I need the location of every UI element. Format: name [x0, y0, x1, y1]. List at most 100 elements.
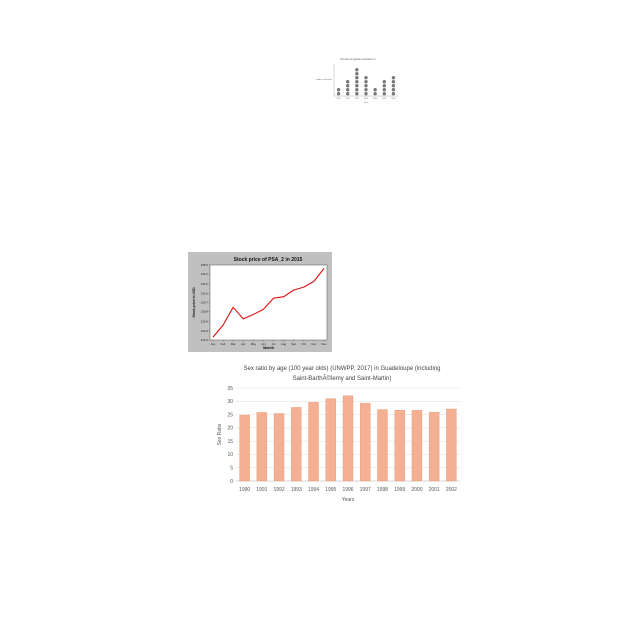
- bar-chart-y-tick-label: 10: [227, 452, 233, 458]
- line-chart-y-tick-label: 230.7: [201, 301, 208, 305]
- bar-chart-x-tick-label: 1992: [274, 487, 285, 493]
- line-chart-y-tick-label: 228.8: [201, 310, 208, 314]
- bar-chart-x-tick-label: 2002: [446, 487, 457, 493]
- line-chart-x-label: Month: [263, 346, 274, 350]
- bar-chart-x-tick-label: 1991: [256, 487, 267, 493]
- bar-chart-bar: [342, 395, 354, 482]
- dot-plot-dot: [355, 68, 359, 72]
- dot-plot-dot: [373, 92, 377, 96]
- line-chart-y-tick-label: 238.5: [201, 263, 208, 267]
- dot-plot-dot: [355, 76, 359, 80]
- line-chart-x-tick-label: Apr: [241, 342, 245, 346]
- dot-plot-dot: [336, 92, 341, 96]
- dot-plot-dot: [391, 84, 396, 88]
- dot-plot-dot: [391, 92, 396, 96]
- bar-chart-x-label: Years: [342, 497, 355, 503]
- dot-plot-dot: [391, 80, 396, 84]
- bar-chart-x-tick-label: 1993: [291, 487, 302, 493]
- line-chart-x-tick-label: Aug: [281, 342, 286, 346]
- bar-chart-title-line1: Sex ratio by age (100 year olds) (UNWPP,…: [244, 366, 441, 372]
- sex-ratio-bar-svg: Sex ratio by age (100 year olds) (UNWPP,…: [212, 362, 468, 510]
- dot-plot-x-tick-label: 2010: [336, 98, 341, 100]
- line-chart-x-tick-label: Jun: [261, 342, 266, 346]
- dot-plot-dot: [346, 80, 350, 84]
- line-chart-x-tick-label: Sep: [291, 342, 296, 346]
- dot-plot-dot: [355, 92, 359, 96]
- dot-plot-dot: [355, 84, 359, 88]
- bar-chart-y-tick-label: 25: [227, 412, 233, 418]
- bar-chart-x-tick-label: 1990: [239, 487, 250, 493]
- bar-chart-x-tick-label: 2001: [429, 487, 440, 493]
- dot-plot-dot: [336, 88, 341, 92]
- dot-plot-dot: [346, 84, 350, 88]
- line-chart-x-tick-label: Jan: [211, 342, 216, 346]
- line-chart-title: Stock price of PSA_2 in 2015: [234, 257, 303, 263]
- bar-chart-y-tick-label: 0: [230, 479, 233, 485]
- sex-ratio-bar-chart: Sex ratio by age (100 year olds) (UNWPP,…: [212, 362, 468, 510]
- bar-chart-bar: [308, 402, 319, 482]
- line-chart-plot-area: [209, 264, 328, 341]
- bar-chart-bar: [291, 407, 302, 482]
- bar-chart-bar: [239, 414, 250, 482]
- bar-chart-bar: [360, 402, 371, 482]
- line-chart-x-tick-label: Dec: [322, 342, 328, 346]
- dot-plot-dot: [355, 80, 359, 84]
- dot-plot-x-tick-label: 2015: [382, 98, 387, 100]
- dot-plot-dot: [382, 88, 386, 92]
- bar-chart-title-line2: Saint-BarthÃ©lemy and Saint-Martin): [293, 375, 392, 382]
- dot-plot-dot: [382, 80, 386, 84]
- bar-chart-x-tick-label: 1994: [308, 487, 319, 493]
- dot-plot-dot: [382, 92, 386, 96]
- dot-plot-dot: [355, 72, 359, 76]
- bar-chart-bar: [256, 412, 268, 482]
- dot-plot-dot: [364, 80, 368, 84]
- bar-chart-bar: [273, 413, 285, 482]
- line-chart-series-line: [212, 268, 325, 338]
- line-chart-x-tick-label: Mar: [231, 342, 236, 346]
- bar-chart-x-tick-label: 1995: [325, 487, 336, 493]
- bar-chart-x-tick-label: 1999: [394, 487, 405, 493]
- line-chart-y-tick-label: 234.6: [201, 282, 208, 286]
- bar-chart-bar: [377, 409, 388, 482]
- dot-plot-y-label: Number of people: [316, 78, 332, 81]
- bar-chart-background: [212, 362, 468, 510]
- bar-chart-y-tick-label: 5: [230, 466, 233, 472]
- dot-plot-x-label: Year: [364, 101, 369, 104]
- bar-chart-y-tick-label: 30: [227, 399, 233, 405]
- line-chart-x-tick-label: Nov: [311, 342, 317, 346]
- bar-chart-x-tick-label: 1997: [360, 487, 371, 493]
- dot-plot-dot: [391, 88, 396, 92]
- stock-line-chart: Stock price of PSA_2 in 2015 Stock price …: [188, 252, 332, 352]
- dot-plot-dot: [346, 92, 350, 96]
- dot-plot-x-tick-label: 2016: [391, 98, 396, 100]
- bar-chart-bar: [446, 408, 457, 482]
- line-chart-y-tick-label: 236.6: [201, 272, 208, 276]
- dot-plot-chart: Dot plot of people counted in it Number o…: [314, 56, 400, 104]
- line-chart-y-tick-label: 222.9: [201, 338, 208, 342]
- dot-plot-dot: [346, 88, 350, 92]
- bar-chart-bar: [411, 410, 423, 482]
- bar-chart-y-label: Sex Ratio: [217, 423, 223, 445]
- bar-chart-y-tick-label: 35: [227, 386, 233, 392]
- dot-plot-x-tick-label: 2013: [364, 98, 369, 100]
- dot-plot-dot: [364, 84, 368, 88]
- bar-chart-x-tick-label: 1996: [342, 487, 353, 493]
- stock-line-svg: Stock price of PSA_2 in 2015 Stock price …: [188, 252, 332, 352]
- dot-plot-dot: [364, 92, 368, 96]
- bar-chart-x-tick-label: 1998: [377, 487, 388, 493]
- line-chart-y-tick-label: 226.8: [201, 319, 208, 323]
- dot-plot-x-tick-label: 2014: [373, 98, 378, 100]
- bar-chart-bar: [428, 411, 440, 482]
- dot-plot-dot: [355, 88, 359, 92]
- line-chart-x-tick-label: May: [251, 342, 257, 346]
- dot-plot-x-tick-label: 2012: [355, 98, 360, 100]
- bar-chart-y-tick-label: 20: [227, 426, 233, 432]
- line-chart-x-tick-label: Jul: [272, 342, 276, 346]
- line-chart-x-tick-label: Feb: [221, 342, 226, 346]
- dot-plot-title: Dot plot of people counted in it: [340, 57, 375, 61]
- bar-chart-bar: [325, 398, 336, 482]
- bar-chart-bar: [394, 410, 405, 482]
- dot-plot-dot: [373, 88, 377, 92]
- dot-plot-dot: [364, 88, 368, 92]
- dot-plot-svg: Dot plot of people counted in it Number o…: [314, 56, 400, 104]
